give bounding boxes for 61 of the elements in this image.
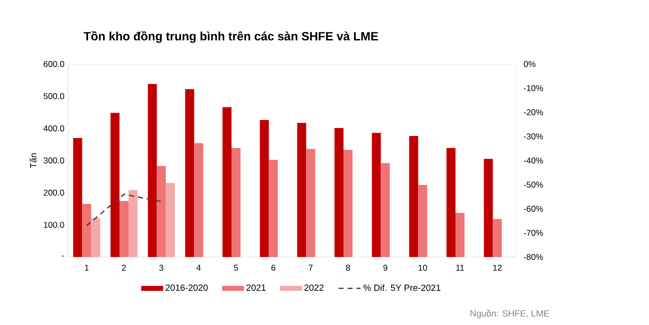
bar	[446, 148, 456, 257]
y-tick-label: 100.0	[44, 222, 64, 228]
legend-label: 2021	[246, 284, 266, 291]
x-tick-label: 4	[196, 264, 201, 271]
x-tick-label: 11	[456, 264, 464, 271]
bar	[380, 163, 390, 257]
x-tick-label: 3	[159, 264, 164, 271]
y-tick-label: 400.0	[43, 125, 64, 132]
bar	[372, 132, 381, 257]
bar	[306, 148, 316, 257]
y-tick-label: 600.0	[44, 61, 64, 67]
x-tick-label: 6	[271, 264, 276, 271]
bar	[156, 166, 166, 257]
bar	[492, 219, 502, 257]
x-tick-label: 9	[383, 264, 388, 271]
y2-tick-label: -60%	[524, 206, 543, 212]
y2-tick-label: -70%	[524, 230, 543, 236]
x-tick-label: 2	[122, 264, 126, 271]
x-tick-label: 7	[308, 264, 313, 271]
bar	[73, 138, 82, 257]
y2-tick-label: 0%	[524, 61, 536, 67]
bar	[148, 84, 157, 257]
bar	[456, 212, 465, 257]
text: Nguồn: SHFE, LME	[470, 310, 550, 318]
legend-label: 2022	[304, 284, 324, 291]
bar	[334, 128, 344, 257]
bar	[128, 190, 138, 257]
bar	[110, 112, 120, 257]
bar	[409, 136, 418, 257]
y2-tick-label: -10%	[524, 85, 543, 92]
y-tick-label: 200.0	[44, 190, 64, 196]
y-tick-label: 300.0	[44, 158, 64, 164]
bar	[185, 89, 194, 257]
bar	[260, 120, 269, 257]
bar	[91, 218, 100, 257]
bar	[222, 107, 232, 257]
x-tick-label: 10	[418, 264, 428, 271]
bar	[232, 148, 241, 257]
y2-tick-label: -50%	[524, 182, 543, 188]
bar	[297, 122, 306, 257]
bar	[268, 160, 278, 257]
bar	[120, 201, 129, 257]
y2-tick-label: -20%	[524, 109, 543, 116]
x-tick-label: 1	[84, 264, 89, 271]
bar	[484, 158, 493, 257]
y2-tick-label: -80%	[524, 254, 543, 260]
bar	[344, 150, 353, 257]
x-tick-label: 12	[493, 264, 502, 271]
y-tick-label: 500.0	[44, 93, 64, 100]
bar	[166, 183, 175, 257]
bar	[194, 143, 204, 257]
x-tick-label: 5	[234, 264, 238, 271]
y-axis-title: Tấn	[29, 153, 36, 168]
bar	[82, 204, 92, 257]
y2-tick-label: -30%	[524, 133, 543, 140]
legend-label: % Dif. 5Y Pre-2021	[364, 284, 440, 291]
chart-title: Tồn kho đồng trung bình trên các sàn SHFE và LME	[84, 31, 378, 43]
x-tick-label: 8	[346, 264, 350, 271]
bar	[418, 184, 428, 257]
y2-tick-label: -40%	[524, 158, 543, 164]
legend-label: 2016-2020	[166, 284, 208, 291]
